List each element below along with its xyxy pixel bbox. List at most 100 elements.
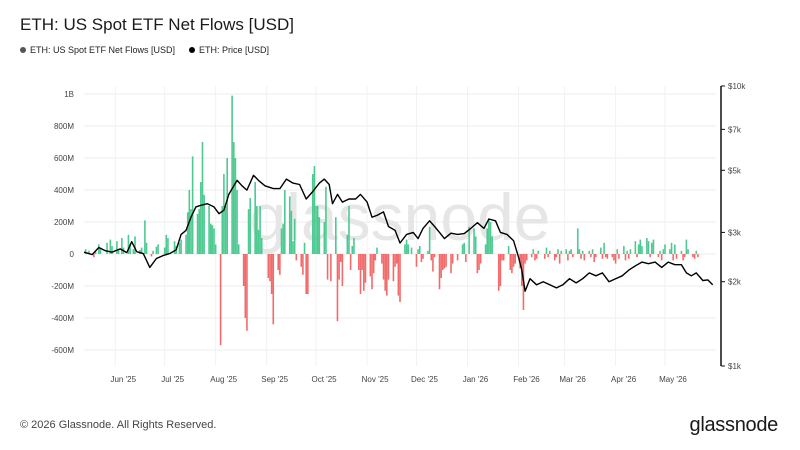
flow-bar — [315, 206, 317, 254]
flow-bar — [474, 236, 477, 254]
flow-bar — [381, 254, 383, 264]
flow-bar — [336, 254, 339, 322]
flow-bar — [361, 254, 363, 270]
flow-bar — [371, 254, 373, 290]
flow-bar — [486, 228, 489, 254]
flow-bar — [196, 214, 199, 254]
flow-bar — [433, 254, 436, 258]
flow-bar — [279, 254, 281, 275]
flow-bar — [567, 254, 569, 261]
x-tick-label: Aug '25 — [210, 375, 237, 384]
flow-bar — [463, 242, 465, 254]
flow-bar — [484, 244, 487, 254]
flow-bar — [674, 244, 676, 254]
flow-bar — [346, 234, 349, 254]
flow-bar — [311, 174, 314, 254]
flow-bar — [664, 244, 666, 254]
flow-bar — [237, 244, 240, 254]
flow-bar — [303, 242, 306, 254]
flow-bar — [260, 238, 263, 254]
flow-bar — [499, 254, 502, 286]
flow-bar — [428, 226, 431, 254]
flow-bar — [94, 251, 97, 254]
legend-item-net-flows[interactable]: ETH: US Spot ETF Net Flows [USD] — [20, 45, 175, 55]
flow-bar — [660, 254, 663, 261]
flow-bar — [140, 247, 143, 254]
flow-bar — [652, 239, 655, 254]
flow-bar — [259, 206, 261, 254]
flow-bar — [420, 254, 423, 262]
x-tick-label: Apr '26 — [611, 375, 637, 384]
flow-bar — [692, 254, 694, 258]
flow-bar — [325, 186, 327, 254]
flow-bar — [305, 254, 307, 294]
flow-bar — [307, 254, 309, 294]
flow-bar — [461, 244, 464, 254]
flow-bar — [407, 244, 410, 254]
flow-bar — [404, 244, 406, 254]
flow-bar — [560, 250, 563, 254]
flow-bar — [468, 226, 470, 254]
flow-bar — [440, 254, 442, 278]
flow-bar — [185, 234, 187, 254]
flow-bar — [535, 254, 538, 259]
flow-bar — [152, 250, 154, 254]
y-left-tick-label: 600M — [54, 154, 74, 163]
flow-bar — [451, 254, 454, 264]
flow-bar — [445, 254, 447, 267]
flow-bar — [418, 246, 421, 254]
flow-bar — [256, 206, 258, 254]
flow-bar — [200, 182, 202, 254]
flow-bar — [530, 254, 533, 258]
flow-bar — [236, 190, 238, 254]
flow-bar — [637, 244, 640, 254]
flow-bar — [116, 241, 118, 254]
flow-bar — [443, 254, 446, 269]
flow-bar — [249, 198, 252, 254]
flow-bar — [651, 242, 653, 254]
flow-bar — [339, 254, 342, 262]
legend-label: ETH: Price [USD] — [199, 45, 270, 55]
flow-bar — [479, 254, 482, 264]
flow-bar — [178, 242, 181, 254]
flow-bar — [604, 254, 607, 258]
legend-dot-icon — [189, 47, 196, 53]
flow-bar — [590, 254, 592, 258]
flow-bar — [634, 241, 637, 254]
flow-bar — [372, 254, 375, 274]
flow-bar — [568, 250, 571, 254]
flow-bar — [511, 254, 513, 274]
glassnode-logo[interactable]: glassnode — [689, 414, 779, 436]
flow-bar — [450, 254, 452, 274]
flow-bar — [295, 254, 298, 261]
flow-bar — [99, 247, 102, 254]
price-series-line — [83, 174, 714, 292]
flow-bar — [687, 249, 689, 254]
flow-bar — [313, 166, 316, 254]
flow-bar — [272, 254, 275, 325]
flow-bar — [109, 239, 112, 254]
flow-bar — [591, 249, 594, 254]
flow-bar — [386, 254, 388, 296]
flow-bar — [544, 254, 546, 259]
flow-bar — [555, 254, 558, 258]
legend-dot-icon — [20, 47, 26, 53]
flow-bar — [547, 254, 549, 258]
flow-bar — [134, 236, 136, 254]
y-left-tick-label: 1B — [64, 90, 74, 99]
legend-item-price[interactable]: ETH: Price [USD] — [189, 45, 269, 55]
flow-bar — [364, 254, 367, 283]
flow-bar — [614, 254, 617, 264]
flow-bar — [150, 254, 153, 257]
flow-bar — [338, 254, 340, 280]
flow-bar — [675, 254, 678, 259]
flow-bar — [247, 209, 250, 254]
y-right-tick-label: $10k — [728, 82, 746, 91]
flow-bar — [581, 250, 584, 254]
flow-bar — [382, 254, 385, 280]
flow-bar — [246, 254, 248, 331]
y-right-tick-label: $1k — [728, 362, 742, 371]
flow-bars — [84, 95, 699, 346]
flow-bar — [476, 254, 479, 274]
x-tick-label: Jul '25 — [161, 375, 184, 384]
